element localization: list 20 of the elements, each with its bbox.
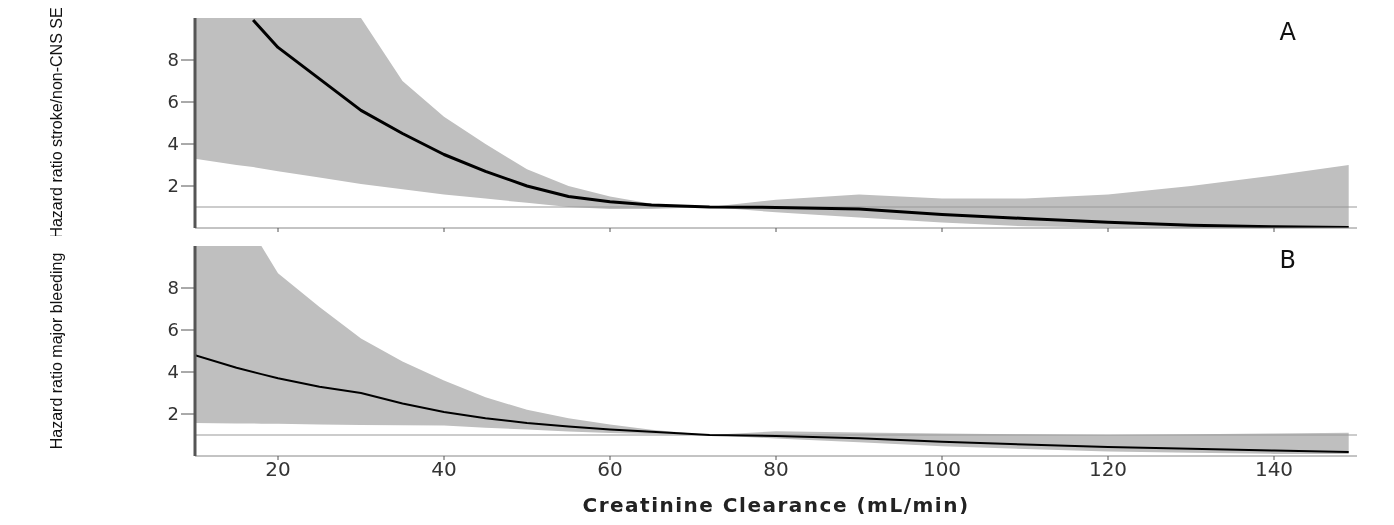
y-tick-label: 6 <box>167 319 179 341</box>
x-tick-label: 100 <box>922 457 962 482</box>
x-tick-label: 40 <box>431 457 457 482</box>
x-axis-title: Creatinine Clearance (mL/min) <box>582 493 970 517</box>
x-tick-label: 20 <box>265 457 291 482</box>
annotation: A <box>1279 18 1296 46</box>
y-axis-title: Hazard ratio major bleeding <box>47 252 65 450</box>
y-tick-label: 2 <box>167 403 179 425</box>
y-tick-label: 6 <box>167 91 179 113</box>
y-tick-label: 8 <box>167 49 179 71</box>
y-tick-label: 8 <box>167 277 179 299</box>
x-tick-label: 60 <box>597 457 623 482</box>
y-tick-label: 4 <box>167 361 179 383</box>
annotation: B <box>1279 246 1296 274</box>
x-tick-label: 140 <box>1254 457 1294 482</box>
x-tick-label: 80 <box>763 457 789 482</box>
x-tick-label: 120 <box>1088 457 1128 482</box>
line-series <box>195 354 1350 454</box>
y-tick-label: 2 <box>167 175 179 197</box>
y-tick-label: 4 <box>167 133 179 155</box>
